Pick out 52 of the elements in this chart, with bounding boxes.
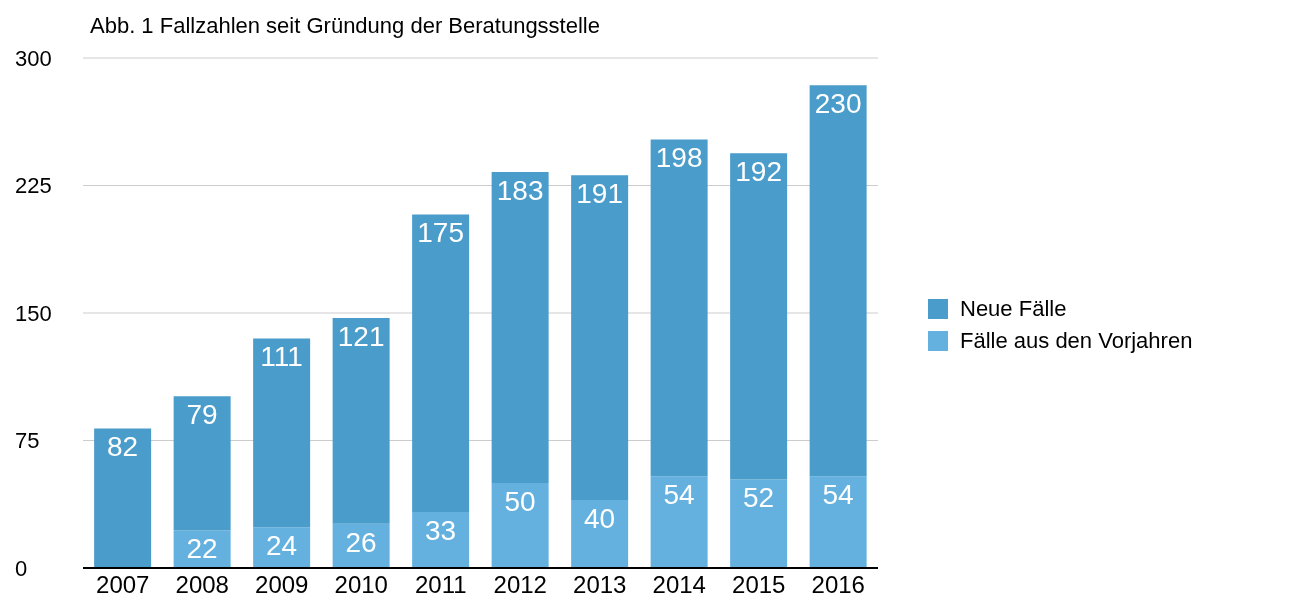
bar	[730, 153, 788, 480]
legend-label: Fälle aus den Vorjahren	[960, 328, 1193, 354]
x-tick-label: 2009	[255, 571, 309, 599]
data-label: 198	[655, 142, 703, 174]
x-tick-label: 2011	[414, 571, 467, 599]
bar	[571, 500, 629, 568]
data-label: 22	[186, 533, 218, 565]
y-tick-label: 225	[15, 173, 52, 199]
y-tick-label: 75	[15, 428, 40, 454]
bar	[730, 479, 788, 568]
data-label: 230	[814, 88, 862, 120]
data-label: 192	[735, 156, 782, 188]
bar	[412, 214, 470, 512]
data-label: 191	[576, 178, 623, 210]
bar	[809, 85, 867, 477]
bar	[650, 476, 708, 568]
data-label: 50	[504, 485, 536, 517]
data-label: 111	[260, 341, 303, 373]
x-tick-label: 2013	[573, 571, 627, 599]
x-tick-label: 2007	[96, 571, 150, 599]
bar	[253, 338, 311, 528]
bar	[491, 483, 549, 568]
data-label: 54	[663, 479, 695, 511]
x-tick-label: 2010	[334, 571, 388, 599]
data-label: 121	[337, 320, 385, 352]
y-tick-label: 300	[15, 45, 52, 71]
x-tick-label: 2012	[493, 571, 547, 599]
x-tick-label: 2016	[811, 571, 865, 599]
data-label: 26	[345, 526, 377, 558]
bar	[650, 139, 708, 477]
y-tick-label: 0	[15, 555, 28, 581]
data-label: 33	[425, 514, 457, 546]
x-tick-label: 2014	[652, 571, 706, 599]
data-label: 52	[743, 482, 775, 514]
data-label: 24	[266, 530, 298, 562]
bar	[571, 175, 629, 500]
data-label: 54	[822, 479, 854, 511]
bar	[809, 476, 867, 568]
x-tick-label: 2008	[175, 571, 229, 599]
data-label: 40	[584, 502, 616, 534]
bar	[332, 318, 390, 524]
data-label: 79	[186, 399, 218, 431]
data-label: 175	[417, 217, 464, 249]
bar	[173, 396, 231, 531]
data-label: 183	[496, 174, 544, 206]
bar	[94, 428, 152, 568]
y-tick-label: 150	[15, 300, 52, 326]
chart-title: Abb. 1 Fallzahlen seit Gründung der Beratungsstelle	[90, 12, 601, 40]
x-tick-label: 2015	[732, 571, 786, 599]
data-label: 82	[107, 431, 139, 463]
bar	[491, 171, 549, 483]
legend-label: Neue Fälle	[960, 296, 1067, 322]
